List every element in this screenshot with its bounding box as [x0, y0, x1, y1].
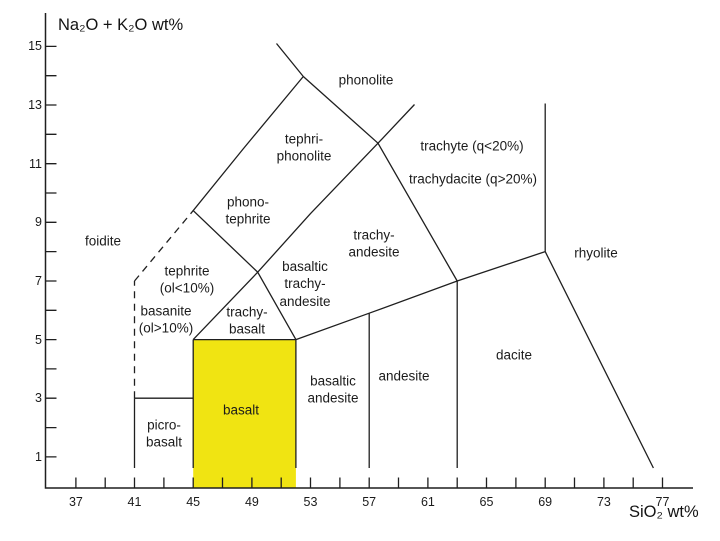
field-label-tephrite: tephrite (ol<10%): [159, 263, 215, 296]
field-label-basanite: basanite (ol>10%): [138, 303, 194, 336]
field-boundary-lines: [133, 43, 654, 469]
y-tick-label: 11: [29, 156, 42, 171]
field-label-trachydacite: trachydacite (q>20%): [409, 171, 537, 187]
x-tick-label: 53: [303, 495, 318, 509]
x-axis-ticks: [75, 477, 664, 488]
x-tick-label: 69: [538, 495, 553, 509]
y-tick-label: 5: [35, 332, 42, 347]
y-tick-label: 15: [28, 39, 42, 54]
field-label-trachy-basalt: trachy- basalt: [226, 304, 268, 337]
field-label-foidite: foidite: [84, 233, 122, 249]
field-label-picro-basalt: picro- basalt: [145, 417, 183, 450]
field-label-basaltic-andesite: basaltic andesite: [307, 373, 359, 406]
x-tick-label: 41: [127, 495, 142, 509]
y-axis-ticks: [46, 45, 57, 458]
field-label-rhyolite: rhyolite: [574, 245, 618, 261]
x-tick-label: 61: [420, 495, 435, 509]
field-label-basalt: basalt: [222, 402, 260, 418]
x-tick-label: 73: [596, 495, 611, 509]
y-axis-title: Na₂O + K₂O wt%: [58, 16, 184, 34]
y-tick-label: 9: [35, 215, 42, 230]
field-label-trachyte: trachyte (q<20%): [420, 138, 524, 154]
basalt-field-highlight: [193, 339, 296, 488]
y-tick-label: 1: [35, 449, 42, 464]
x-tick-label: 77: [655, 495, 670, 509]
y-tick-label: 13: [28, 98, 42, 112]
x-axis-title: SiO₂ wt%: [629, 503, 699, 521]
x-tick-label: 57: [362, 495, 377, 509]
field-label-tephri-phonolite: tephri- phonolite: [276, 131, 332, 164]
field-label-trachy-andesite: trachy- andesite: [348, 227, 400, 260]
field-label-dacite: dacite: [495, 347, 533, 363]
field-label-phono-tephrite: phono- tephrite: [225, 194, 271, 227]
field-label-basaltic-trachy-andesite: basaltic trachy- andesite: [279, 259, 331, 309]
x-tick-label: 45: [186, 495, 201, 509]
x-tick-label: 65: [479, 495, 494, 509]
field-label-andesite: andesite: [378, 368, 430, 384]
x-tick-label: 37: [68, 495, 83, 509]
x-tick-label: 49: [244, 495, 259, 509]
y-tick-label: 7: [35, 274, 42, 288]
y-tick-label: 3: [35, 391, 42, 406]
plot-axes: [44, 13, 693, 489]
field-label-phonolite: phonolite: [338, 72, 394, 88]
foidite-dashed-boundary: [133, 210, 194, 399]
